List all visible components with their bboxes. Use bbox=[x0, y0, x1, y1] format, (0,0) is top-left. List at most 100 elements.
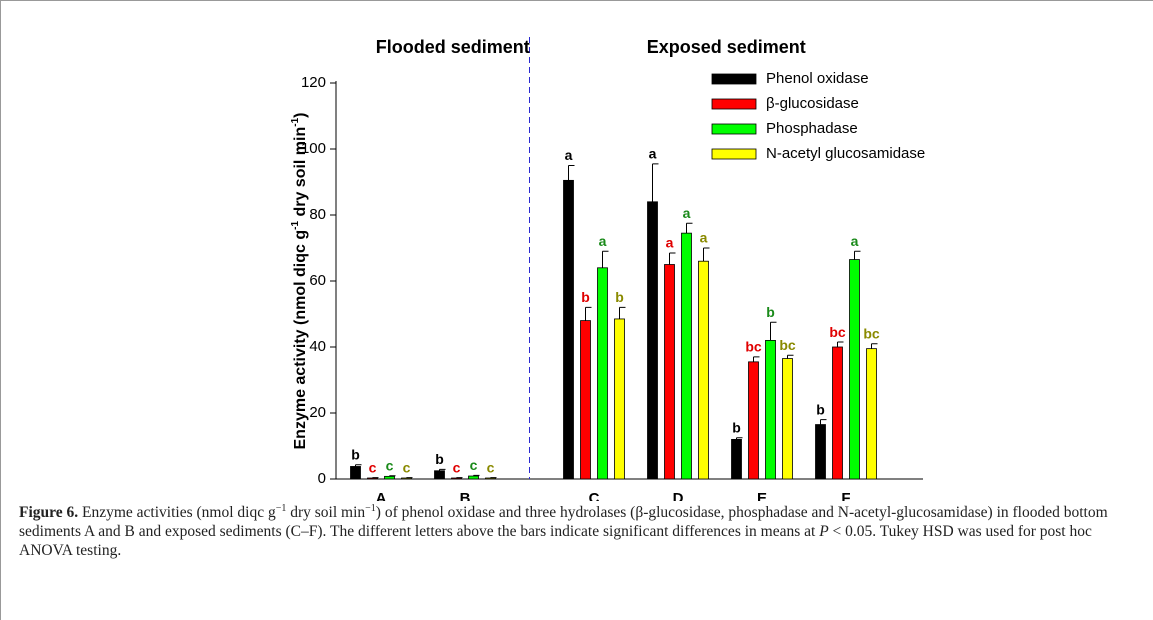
y-axis-title: Enzyme activity (nmol diqc g-1 dry soil … bbox=[290, 113, 309, 450]
y-tick-label: 120 bbox=[301, 74, 326, 91]
y-axis-title-part: -1 bbox=[290, 221, 301, 230]
bar bbox=[384, 475, 395, 480]
bar bbox=[849, 259, 860, 480]
bar bbox=[866, 348, 877, 480]
error-bar bbox=[669, 252, 676, 265]
y-axis-title-part: -1 bbox=[290, 117, 301, 126]
bar bbox=[434, 470, 445, 480]
significance-label: bc bbox=[863, 325, 880, 341]
error-bar bbox=[871, 343, 878, 349]
x-tick-label: C bbox=[589, 490, 600, 501]
significance-label: c bbox=[369, 459, 377, 475]
significance-label: b bbox=[351, 447, 360, 463]
bar bbox=[782, 358, 793, 480]
error-bar bbox=[602, 250, 609, 268]
figure-caption: Figure 6. Enzyme activities (nmol diqc g… bbox=[19, 503, 1129, 560]
bar bbox=[832, 346, 843, 480]
y-axis-title-part: dry soil min bbox=[292, 127, 309, 221]
chart: Enzyme activity (nmol diqc g-1 dry soil … bbox=[290, 37, 925, 501]
error-bar bbox=[820, 419, 827, 425]
significance-label: c bbox=[403, 459, 411, 475]
error-bar bbox=[652, 163, 659, 202]
y-axis-title-part: ) bbox=[292, 113, 309, 118]
significance-label: b bbox=[435, 451, 444, 467]
significance-label: a bbox=[666, 235, 674, 251]
caption-text: dry soil min bbox=[286, 504, 366, 521]
significance-label: a bbox=[851, 233, 859, 249]
caption-text: < 0.05. Tukey HSD was used for post hoc … bbox=[19, 523, 1092, 559]
bar bbox=[748, 361, 759, 480]
section-title: Flooded sediment bbox=[376, 37, 530, 57]
error-bar bbox=[585, 306, 592, 321]
bar bbox=[350, 466, 361, 480]
bar bbox=[580, 320, 591, 480]
y-tick-label: 100 bbox=[301, 140, 326, 157]
significance-label: a bbox=[649, 146, 657, 162]
x-tick-label: D bbox=[673, 490, 684, 501]
x-tick-label: B bbox=[460, 490, 471, 501]
legend-swatch bbox=[711, 148, 757, 160]
bar bbox=[647, 201, 658, 480]
bar bbox=[765, 339, 776, 480]
bar bbox=[664, 264, 675, 480]
significance-label: a bbox=[700, 230, 708, 246]
error-bar bbox=[837, 341, 844, 347]
significance-label: b bbox=[816, 401, 825, 417]
section-title: Exposed sediment bbox=[647, 37, 806, 57]
legend-label: N-acetyl glucosamidase bbox=[766, 145, 925, 162]
bar bbox=[681, 232, 692, 480]
caption-text: −1 bbox=[275, 502, 287, 514]
legend-swatch bbox=[711, 123, 757, 135]
significance-label: b bbox=[732, 419, 741, 435]
significance-label: b bbox=[581, 289, 590, 305]
significance-label: bc bbox=[779, 337, 796, 353]
y-tick-label: 40 bbox=[309, 338, 326, 355]
error-bar bbox=[736, 437, 743, 440]
bar bbox=[468, 475, 479, 480]
bar bbox=[563, 179, 574, 480]
error-bar bbox=[568, 165, 575, 181]
caption-label: Figure 6. bbox=[19, 504, 79, 521]
error-bar bbox=[473, 474, 480, 477]
error-bar bbox=[854, 250, 861, 260]
error-bar bbox=[355, 464, 362, 467]
bar bbox=[815, 424, 826, 480]
y-tick-label: 0 bbox=[318, 470, 326, 487]
significance-label: c bbox=[470, 457, 478, 473]
significance-label: c bbox=[453, 459, 461, 475]
caption-text: Enzyme activities (nmol diqc g bbox=[78, 504, 276, 521]
significance-label: bc bbox=[745, 339, 762, 355]
y-tick-label: 80 bbox=[309, 206, 326, 223]
legend-swatch bbox=[711, 73, 757, 85]
error-bar bbox=[686, 222, 693, 234]
error-bar bbox=[439, 468, 446, 471]
legend-swatch bbox=[711, 98, 757, 110]
significance-label: c bbox=[386, 457, 394, 473]
x-tick-label: E bbox=[757, 490, 767, 501]
significance-label: c bbox=[487, 459, 495, 475]
bar bbox=[597, 267, 608, 480]
significance-label: a bbox=[599, 233, 607, 249]
error-bar bbox=[703, 247, 710, 262]
y-tick-label: 60 bbox=[309, 272, 326, 289]
y-tick-label: 20 bbox=[309, 404, 326, 421]
error-bar bbox=[787, 354, 794, 359]
significance-label: bc bbox=[829, 324, 846, 340]
x-tick-label: A bbox=[376, 490, 387, 501]
bar bbox=[698, 260, 709, 480]
significance-label: b bbox=[766, 304, 775, 320]
legend-label: Phenol oxidase bbox=[766, 70, 869, 87]
legend-label: β-glucosidase bbox=[766, 95, 859, 112]
legend-label: Phosphadase bbox=[766, 120, 858, 137]
error-bar bbox=[753, 356, 760, 362]
caption-text: ) of phenol oxidase and three hydrolases… bbox=[19, 504, 1108, 540]
error-bar bbox=[389, 475, 396, 477]
bar bbox=[614, 318, 625, 480]
error-bar bbox=[619, 306, 626, 319]
y-axis-title-part: Enzyme activity (nmol diqc g bbox=[292, 230, 309, 450]
bar bbox=[731, 438, 742, 480]
significance-label: a bbox=[683, 205, 691, 221]
x-tick-label: F bbox=[841, 490, 850, 501]
significance-label: a bbox=[565, 147, 573, 163]
